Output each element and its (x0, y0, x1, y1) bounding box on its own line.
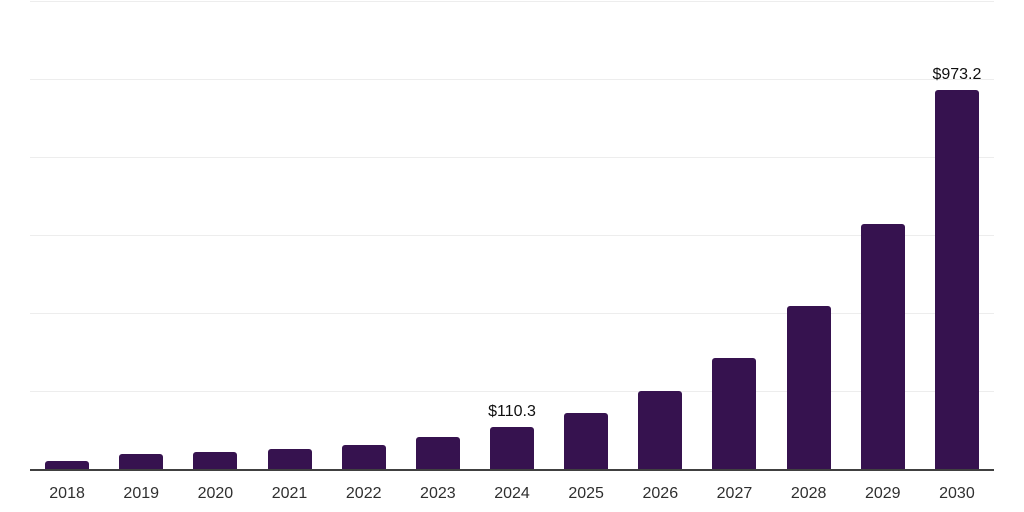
x-axis-label-2027: 2027 (716, 485, 753, 502)
x-axis-label-2018: 2018 (49, 485, 85, 502)
bar-2020 (193, 452, 238, 470)
x-axis-label-2030: 2030 (939, 485, 975, 502)
bar-value-label-2024: $110.3 (488, 402, 536, 420)
bar-2019 (119, 454, 164, 470)
bar-2018 (45, 461, 90, 470)
plot-area: $110.3 $973.2 (30, 0, 994, 471)
gridline-600 (30, 235, 994, 236)
bar-2026 (638, 391, 683, 470)
gridline-800 (30, 157, 994, 158)
bar-2028 (786, 306, 831, 470)
bar-2030 (934, 90, 979, 470)
bar-2025 (564, 413, 609, 470)
x-axis-label-2028: 2028 (790, 485, 827, 502)
x-axis-label-2026: 2026 (642, 485, 679, 502)
x-axis-label-2025: 2025 (568, 485, 604, 502)
x-axis-line (30, 469, 994, 471)
gridline-1200 (30, 1, 994, 2)
x-axis-label-2021: 2021 (271, 485, 308, 502)
bar-2029 (860, 224, 905, 470)
x-axis-label-2023: 2023 (420, 485, 456, 502)
bar-2024 (490, 426, 534, 470)
bar-2023 (415, 437, 460, 470)
x-axis-label-2024: 2024 (494, 485, 530, 502)
gridline-1000 (30, 79, 994, 80)
gridline-400 (30, 313, 994, 314)
gridline-200 (30, 391, 994, 392)
bar-2022 (341, 445, 386, 470)
x-axis-label-2029: 2029 (864, 485, 901, 502)
x-axis-label-2019: 2019 (123, 485, 160, 502)
bar-2021 (267, 449, 312, 470)
bar-2027 (712, 358, 757, 470)
bar-value-label-2030: $973.2 (932, 66, 982, 84)
x-axis-label-2020: 2020 (197, 485, 234, 502)
x-axis-label-2022: 2022 (345, 485, 382, 502)
